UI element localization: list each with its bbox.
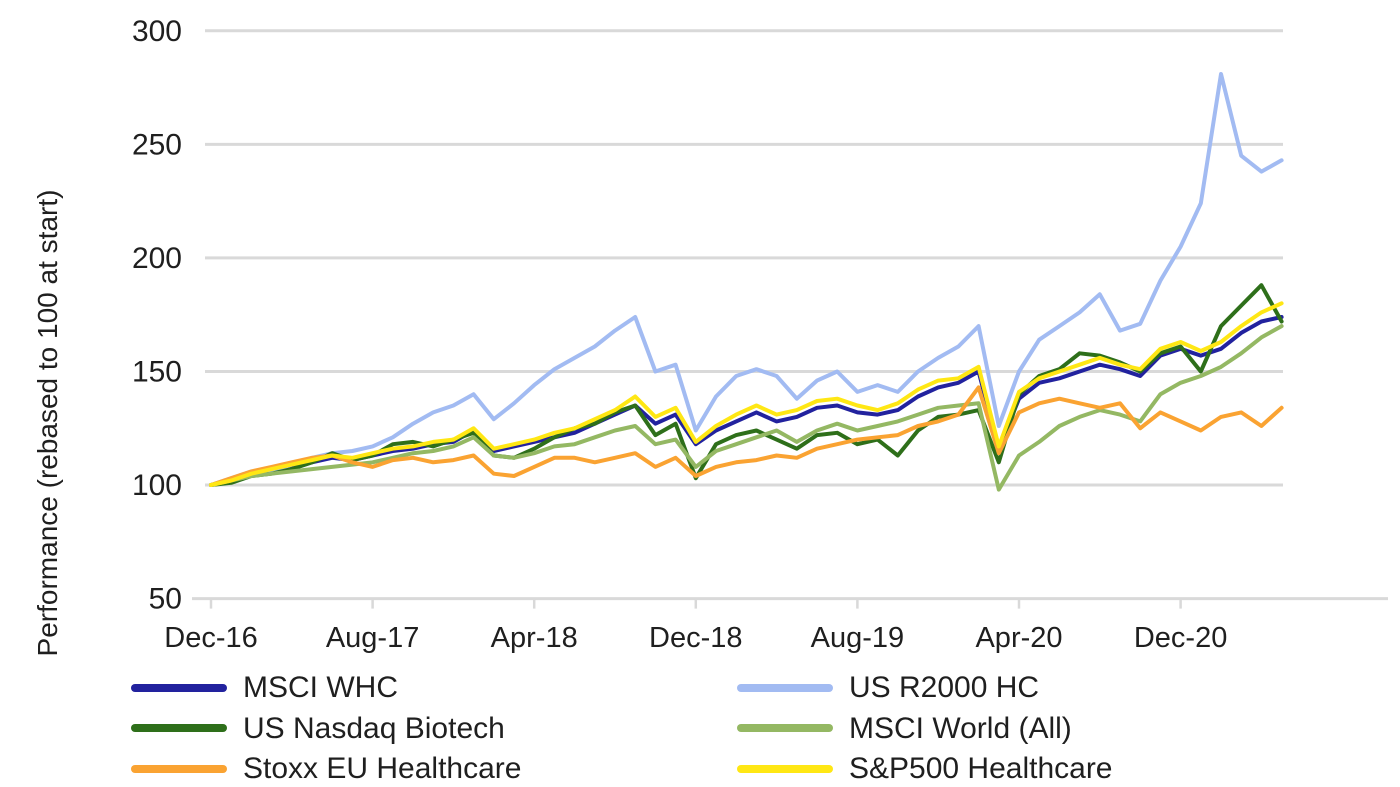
gridlines-layer (205, 29, 1283, 487)
legend-label-msci-whc: MSCI WHC (243, 671, 398, 704)
x-tick-label-dec-18: Dec-18 (649, 622, 743, 654)
x-tick-label-dec-20: Dec-20 (1134, 622, 1228, 654)
legend-item-stoxx-eu-healthcare: Stoxx EU Healthcare (131, 753, 737, 785)
x-tick-label-apr-18: Apr-18 (491, 622, 578, 654)
x-tick-labels: Dec-16 Aug-17 Apr-18 Dec-18 Aug-19 Apr-20 Dec-… (164, 622, 1227, 654)
series-line-us-nasdaq-biotech (209, 283, 1284, 487)
series-line-stoxx-eu-healthcare (209, 385, 1284, 487)
legend-label-us-r2000-hc: US R2000 HC (849, 671, 1040, 704)
x-tick-label-aug-19: Aug-19 (811, 622, 905, 654)
legend-item-msci-whc: MSCI WHC (131, 672, 737, 704)
y-tick-label-150: 150 (132, 355, 182, 388)
series-line-msci-world-all (209, 324, 1284, 492)
y-tick-label-300: 300 (132, 15, 182, 48)
y-tick-label-250: 250 (132, 128, 182, 161)
x-tick-label-aug-17: Aug-17 (326, 622, 420, 654)
legend-swatch-msci-world-all (737, 724, 833, 733)
x-tick-label-apr-20: Apr-20 (975, 622, 1062, 654)
legend-label-msci-world-all: MSCI World (All) (849, 711, 1072, 745)
y-tick-label-50: 50 (149, 583, 182, 616)
series-line-s-p500-healthcare (209, 301, 1284, 487)
series-lines-layer (209, 72, 1284, 492)
y-tick-label-100: 100 (132, 469, 182, 502)
series-line-us-r2000-hc (209, 72, 1284, 487)
legend-swatch-us-nasdaq-biotech (131, 724, 227, 733)
legend-swatch-us-r2000-hc (737, 683, 833, 692)
series-line-msci-whc (209, 315, 1284, 487)
legend-swatch-stoxx-eu-healthcare (131, 764, 227, 773)
axis-layer (192, 597, 1388, 609)
legend-item-s-p500-healthcare: S&P500 Healthcare (737, 753, 1113, 785)
legend-swatch-msci-whc (131, 683, 227, 692)
legend-item-us-nasdaq-biotech: US Nasdaq Biotech (131, 711, 737, 745)
y-axis-title: Performance (rebased to 100 at start) (32, 190, 63, 657)
x-tick-label-dec-16: Dec-16 (164, 622, 258, 654)
legend-item-us-r2000-hc: US R2000 HC (737, 672, 1113, 704)
legend-label-s-p500-healthcare: S&P500 Healthcare (849, 752, 1113, 785)
legend-item-msci-world-all: MSCI World (All) (737, 711, 1113, 745)
chart-legend: MSCI WHC US R2000 HC US Nasdaq Biotech MSCI… (131, 672, 1113, 785)
legend-label-stoxx-eu-healthcare: Stoxx EU Healthcare (243, 752, 522, 785)
legend-swatch-s-p500-healthcare (737, 764, 833, 773)
y-tick-labels: 300 250 200 150 100 50 (132, 15, 182, 616)
y-tick-label-200: 200 (132, 242, 182, 275)
legend-label-us-nasdaq-biotech: US Nasdaq Biotech (243, 711, 505, 745)
